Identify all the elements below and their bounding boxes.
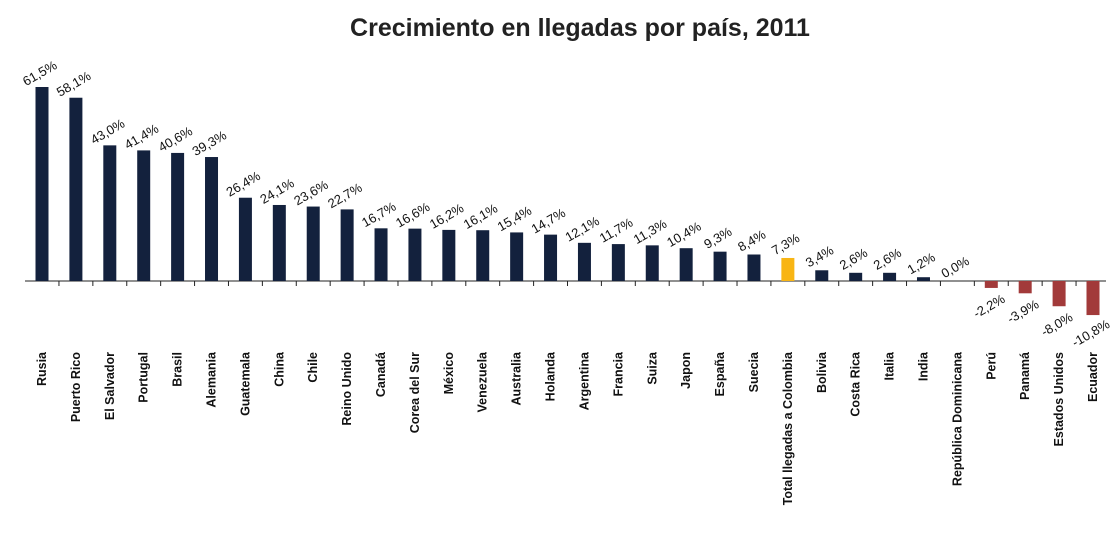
bar bbox=[205, 157, 219, 281]
bar bbox=[713, 251, 727, 281]
bar bbox=[544, 234, 558, 281]
bar bbox=[408, 228, 422, 281]
value-label: -3,9% bbox=[1004, 296, 1041, 326]
x-tick-label: Total llegadas a Colombia bbox=[781, 351, 795, 505]
x-tick-label: Corea del Sur bbox=[408, 352, 422, 433]
value-label: 1,2% bbox=[905, 249, 939, 277]
x-tick-label: Reino Unido bbox=[340, 352, 354, 426]
x-tick-label: Italia bbox=[883, 351, 897, 381]
bar bbox=[306, 206, 320, 281]
bar bbox=[815, 270, 829, 281]
value-label: 15,4% bbox=[495, 203, 535, 235]
value-label: 61,5% bbox=[20, 57, 60, 89]
value-label: -2,2% bbox=[971, 291, 1008, 321]
value-label: -8,0% bbox=[1038, 309, 1075, 339]
x-tick-label: Argentina bbox=[577, 351, 591, 410]
x-tick-label: Bolivia bbox=[815, 351, 829, 393]
value-label: 24,1% bbox=[257, 175, 297, 207]
x-tick-label: Canadá bbox=[374, 352, 388, 397]
bar bbox=[340, 209, 354, 281]
value-label: 11,3% bbox=[631, 216, 670, 247]
x-tick-label: India bbox=[916, 351, 930, 381]
bar bbox=[984, 281, 998, 288]
value-label: 11,7% bbox=[597, 215, 636, 246]
value-label: 43,0% bbox=[88, 116, 128, 148]
bar bbox=[916, 277, 930, 281]
x-tick-label: Japon bbox=[679, 352, 693, 389]
value-label: 9,3% bbox=[701, 224, 735, 252]
bar bbox=[476, 230, 490, 281]
value-label: 16,2% bbox=[427, 200, 467, 232]
x-tick-label: Guatemala bbox=[238, 351, 252, 416]
x-tick-label: China bbox=[272, 351, 286, 387]
bar bbox=[1018, 281, 1032, 294]
bar bbox=[272, 204, 286, 281]
bar bbox=[577, 242, 591, 281]
value-label: -10,8% bbox=[1069, 316, 1113, 350]
value-label: 41,4% bbox=[122, 121, 162, 153]
value-label: 8,4% bbox=[735, 226, 769, 254]
x-tick-label: Holanda bbox=[544, 351, 558, 401]
value-label: 2,6% bbox=[871, 245, 905, 273]
x-tick-label: Estados Unidos bbox=[1052, 352, 1066, 447]
value-label: 16,6% bbox=[393, 199, 433, 231]
bar bbox=[747, 254, 761, 281]
x-tick-label: Alemania bbox=[205, 351, 219, 408]
x-tick-label: Suiza bbox=[645, 351, 659, 385]
bar bbox=[781, 257, 795, 281]
bar bbox=[137, 150, 151, 281]
x-tick-label: Perú bbox=[984, 352, 998, 380]
x-tick-label: Costa Rica bbox=[849, 351, 863, 417]
x-tick-label: El Salvador bbox=[103, 352, 117, 420]
x-tick-label: República Dominicana bbox=[950, 351, 964, 486]
x-tick-label: Portugal bbox=[137, 352, 151, 403]
x-tick-label: España bbox=[713, 351, 727, 397]
value-label: 0,0% bbox=[939, 253, 973, 281]
bar bbox=[679, 248, 693, 281]
bar bbox=[35, 87, 49, 281]
bar bbox=[1052, 281, 1066, 307]
x-tick-label: Suecia bbox=[747, 351, 761, 392]
bar bbox=[374, 228, 388, 281]
bar bbox=[1086, 281, 1100, 316]
value-label: 3,4% bbox=[803, 242, 837, 270]
value-label: 40,6% bbox=[156, 123, 196, 155]
bar bbox=[69, 97, 83, 281]
value-label: 39,3% bbox=[190, 127, 230, 159]
bar bbox=[442, 229, 456, 281]
value-label: 7,3% bbox=[769, 230, 803, 258]
bar bbox=[238, 197, 252, 281]
x-tick-label: Venezuela bbox=[476, 351, 490, 412]
value-label: 16,1% bbox=[461, 200, 501, 232]
x-tick-label: Brasil bbox=[171, 352, 185, 387]
value-label: 22,7% bbox=[325, 180, 365, 212]
bar bbox=[510, 232, 524, 281]
bar bbox=[103, 145, 117, 281]
value-label: 16,7% bbox=[359, 198, 399, 230]
value-label: 23,6% bbox=[291, 177, 331, 209]
bar bbox=[883, 272, 897, 281]
x-tick-label: Australia bbox=[510, 351, 524, 406]
x-tick-label: Francia bbox=[611, 351, 625, 397]
bar bbox=[611, 244, 625, 281]
chart-title: Crecimiento en llegadas por país, 2011 bbox=[350, 14, 810, 42]
x-tick-label: México bbox=[442, 352, 456, 395]
x-tick-label: Panamá bbox=[1018, 352, 1032, 400]
value-label: 10,4% bbox=[664, 218, 704, 250]
value-label: 2,6% bbox=[837, 245, 871, 273]
bar bbox=[849, 272, 863, 281]
bar bbox=[171, 152, 185, 281]
value-label: 12,1% bbox=[562, 213, 602, 245]
value-label: 58,1% bbox=[54, 68, 94, 100]
x-tick-label: Ecuador bbox=[1086, 352, 1100, 402]
x-tick-label: Chile bbox=[306, 352, 320, 383]
x-tick-label: Rusia bbox=[35, 351, 49, 386]
bar bbox=[645, 245, 659, 281]
x-tick-label: Puerto Rico bbox=[69, 352, 83, 423]
